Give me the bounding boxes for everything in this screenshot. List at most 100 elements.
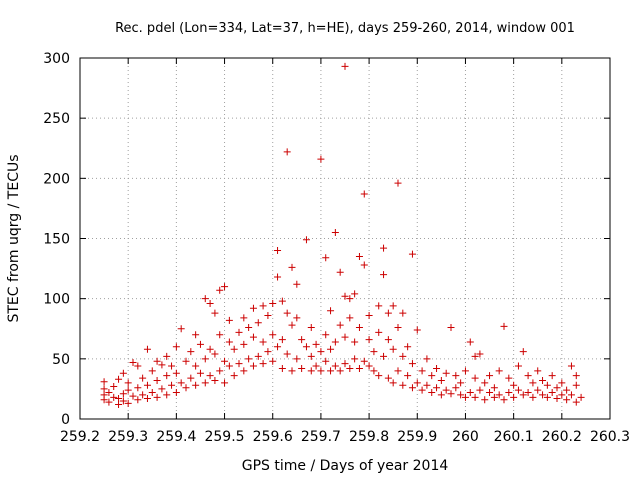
data-point-plus bbox=[196, 340, 204, 348]
data-point-plus bbox=[196, 369, 204, 377]
data-point-plus bbox=[221, 379, 229, 387]
data-point-plus bbox=[216, 286, 224, 294]
data-point-plus bbox=[317, 367, 325, 375]
data-point-plus bbox=[302, 343, 310, 351]
data-point-plus bbox=[254, 352, 262, 360]
data-point-plus bbox=[225, 316, 233, 324]
data-point-plus bbox=[327, 345, 335, 353]
data-point-plus bbox=[283, 350, 291, 358]
data-point-plus bbox=[548, 372, 556, 380]
x-tick-label: 259.5 bbox=[204, 429, 244, 445]
data-point-plus bbox=[399, 309, 407, 317]
data-point-plus bbox=[245, 355, 253, 363]
data-point-plus bbox=[437, 376, 445, 384]
data-point-plus bbox=[293, 280, 301, 288]
data-point-plus bbox=[384, 374, 392, 382]
data-point-plus bbox=[254, 319, 262, 327]
data-point-plus bbox=[442, 386, 450, 394]
data-point-plus bbox=[375, 372, 383, 380]
data-point-plus bbox=[384, 336, 392, 344]
x-axis-ticks: 259.2 259.3 259.4 259.5 259.6 259.7 259.8 259.9… bbox=[60, 58, 630, 445]
data-point-plus bbox=[365, 312, 373, 320]
data-point-plus bbox=[404, 372, 412, 380]
data-point-plus bbox=[302, 236, 310, 244]
x-tick-label: 259.3 bbox=[108, 429, 148, 445]
data-point-plus bbox=[553, 384, 561, 392]
data-point-plus bbox=[539, 391, 547, 399]
data-point-plus bbox=[418, 386, 426, 394]
data-point-plus bbox=[360, 357, 368, 365]
data-point-plus bbox=[307, 367, 315, 375]
data-point-plus bbox=[269, 299, 277, 307]
data-point-plus bbox=[158, 385, 166, 393]
data-point-plus bbox=[288, 263, 296, 271]
y-tick-label: 50 bbox=[52, 352, 70, 368]
data-point-plus bbox=[553, 395, 561, 403]
data-point-plus bbox=[283, 148, 291, 156]
data-point-plus bbox=[105, 389, 113, 397]
data-point-plus bbox=[466, 338, 474, 346]
data-point-plus bbox=[505, 389, 513, 397]
data-point-plus bbox=[119, 369, 127, 377]
data-point-plus bbox=[510, 393, 518, 401]
data-point-plus bbox=[408, 250, 416, 258]
data-point-plus bbox=[240, 367, 248, 375]
data-point-plus bbox=[351, 355, 359, 363]
data-point-plus bbox=[115, 375, 123, 383]
data-point-plus bbox=[100, 378, 108, 386]
data-point-plus bbox=[158, 361, 166, 369]
data-point-plus bbox=[486, 389, 494, 397]
data-point-plus bbox=[341, 360, 349, 368]
x-tick-label: 260.2 bbox=[542, 429, 582, 445]
data-point-plus bbox=[471, 374, 479, 382]
data-point-plus bbox=[240, 340, 248, 348]
data-point-plus bbox=[433, 364, 441, 372]
data-point-plus bbox=[375, 302, 383, 310]
data-point-plus bbox=[370, 348, 378, 356]
data-point-plus bbox=[264, 312, 272, 320]
data-point-plus bbox=[370, 367, 378, 375]
data-point-plus bbox=[124, 399, 132, 407]
data-point-plus bbox=[312, 340, 320, 348]
data-point-plus bbox=[500, 322, 508, 330]
data-point-plus bbox=[447, 390, 455, 398]
data-point-plus bbox=[148, 367, 156, 375]
data-point-plus bbox=[177, 325, 185, 333]
data-point-plus bbox=[230, 372, 238, 380]
y-tick-label: 150 bbox=[43, 232, 70, 248]
data-point-plus bbox=[192, 331, 200, 339]
data-point-plus bbox=[317, 348, 325, 356]
data-point-plus bbox=[360, 190, 368, 198]
data-point-plus bbox=[327, 367, 335, 375]
data-point-plus bbox=[346, 314, 354, 322]
data-point-plus bbox=[351, 338, 359, 346]
data-point-plus bbox=[380, 244, 388, 252]
x-tick-label: 260.1 bbox=[494, 429, 534, 445]
data-point-plus bbox=[182, 384, 190, 392]
data-point-plus bbox=[225, 362, 233, 370]
data-point-plus bbox=[182, 357, 190, 365]
data-point-plus bbox=[476, 350, 484, 358]
data-point-plus bbox=[143, 395, 151, 403]
data-point-plus bbox=[312, 362, 320, 370]
data-point-plus bbox=[510, 381, 518, 389]
data-point-plus bbox=[428, 372, 436, 380]
data-point-plus bbox=[307, 352, 315, 360]
data-point-plus bbox=[322, 254, 330, 262]
data-point-plus bbox=[201, 355, 209, 363]
data-point-plus bbox=[413, 379, 421, 387]
data-point-plus bbox=[322, 357, 330, 365]
data-point-plus bbox=[278, 364, 286, 372]
data-points bbox=[100, 62, 585, 409]
x-tick-label: 259.6 bbox=[253, 429, 293, 445]
x-axis-label: GPS time / Days of year 2014 bbox=[242, 458, 449, 474]
data-point-plus bbox=[216, 367, 224, 375]
data-point-plus bbox=[457, 379, 465, 387]
data-point-plus bbox=[211, 309, 219, 317]
data-point-plus bbox=[336, 321, 344, 329]
data-point-plus bbox=[230, 345, 238, 353]
data-point-plus bbox=[187, 348, 195, 356]
data-point-plus bbox=[331, 338, 339, 346]
data-point-plus bbox=[139, 374, 147, 382]
data-point-plus bbox=[269, 331, 277, 339]
